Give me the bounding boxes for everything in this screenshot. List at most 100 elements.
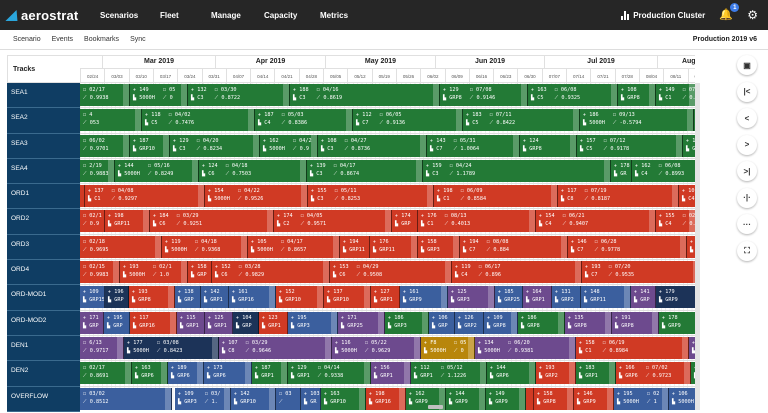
assignment-bar[interactable]: ☐ 2/19 ⟋ 0.9883	[80, 159, 115, 182]
assignment-bar[interactable]: ✈ 126 ▙ GRP2	[455, 311, 484, 334]
assignment-bar[interactable]: ✈ 155▙ C4☐ 02/10⟋ 0.2481	[656, 210, 695, 233]
assignment-bar[interactable]: ✈ 109 ▙ GRP15	[80, 286, 105, 309]
assignment-bar[interactable]: ✈ 149 ▙ 5000H ☐ 05 ⟋ 0	[130, 84, 188, 106]
gantt-timeline[interactable]: Mar 2019 Apr 2019 May 2019 Jun 2019 Jul 2019…	[80, 55, 695, 410]
assignment-bar[interactable]: ☐ 4 ⟋ 053	[80, 109, 142, 132]
assignment-bar[interactable]: ✈ 129 ▙ C3 ☐ 04/20 ⟋ 0.8234	[170, 134, 260, 157]
assignment-bar[interactable]: ✈ 129 ▙ GRP8 ☐ 07/08 ⟋ 0.9146	[440, 84, 528, 106]
assignment-bar[interactable]: ✈ 108 ▙ GRP8	[618, 84, 656, 106]
assignment-bar[interactable]: ✈ 144 ▙ GRP6	[487, 362, 536, 385]
track-label-sea3[interactable]: SEA3	[7, 133, 80, 159]
assignment-bar[interactable]: ✈ 112 ▙ GRP1 ☐ 05/12 ⟋ 1.1226	[411, 362, 487, 385]
assignment-bar[interactable]: ✈ 174 ▙ GRP	[392, 210, 418, 233]
assignment-bar[interactable]: ✈ 139▙ GRP7	[691, 362, 695, 385]
assignment-bar[interactable]: ✈ 15▙ G	[689, 336, 695, 359]
assignment-bar[interactable]: ✈ 132▙ GRP8	[694, 109, 695, 132]
assignment-bar[interactable]: ✈ 194 ▙ GRP11	[340, 235, 370, 258]
settings-button[interactable]: ⚙	[747, 8, 758, 22]
assignment-bar[interactable]: ✈ 195 ▙ GRP3	[288, 311, 338, 334]
assignment-bar[interactable]: ✈ 191 ▙ GRP8	[612, 311, 659, 334]
assignment-bar[interactable]: ✈ 163 ▙ C5 ☐ 06/08 ⟋ 0.9325	[528, 84, 618, 106]
assignment-bar[interactable]: ✈ 159▙ GRP	[683, 134, 695, 157]
assignment-bar[interactable]: ✈ 174 ▙ C2 ☐ 04/05 ⟋ 0.9571	[274, 210, 392, 233]
assignment-bar[interactable]: ✈ 185 ▙ GRP25	[495, 286, 523, 309]
assignment-bar[interactable]: ✈ 155 ▙ C3 ☐ 05/11 ⟋ 0.8253	[308, 185, 434, 208]
assignment-bar[interactable]: ✈ 154 ▙ 5000H ☐ 04/22 ⟋ 0.9526	[205, 185, 308, 208]
assignment-bar[interactable]: ✈ 187 ▙ C4 ☐ 05/03 ⟋ 0.8386	[255, 109, 353, 132]
assignment-bar[interactable]: ✈ 125 ▙ GRP3	[448, 286, 495, 309]
assignment-bar[interactable]: ✈ 161 ▙ GRP9	[400, 286, 448, 309]
assignment-bar[interactable]: ✈ 135 ▙ GRP8	[565, 311, 612, 334]
track-label-den1[interactable]: DEN1	[7, 335, 80, 362]
assignment-bar[interactable]: ✈ 101▙ C4☐ 09⟋ 0.	[679, 185, 695, 208]
assignment-bar[interactable]: ✈ 195 ▙ 5000H ☐ 02 ⟋ 1	[614, 387, 669, 410]
assignment-bar[interactable]: ✈ 166 ▙ GRP6 ☐ 07/02 ⟋ 0.9723	[616, 362, 691, 385]
assignment-bar[interactable]: ✈ 109 ▙ GRP8	[484, 311, 518, 334]
assignment-bar[interactable]: ✈ 109 ▙ GRP3 ☐ 03/⟋ 1.	[175, 387, 231, 410]
assignment-bar[interactable]: ✈ 154 ▙ C4 ☐ 06/21 ⟋ 0.9407	[536, 210, 656, 233]
assignment-bar[interactable]: ☐ 06/02 ⟋ 0.9701	[80, 134, 130, 157]
assignment-bar[interactable]: ✈ 132 ▙ C3 ☐ 03/30 ⟋ 0.8722	[188, 84, 290, 106]
assignment-bar[interactable]: ✈ 125 ▙ GRP1	[205, 311, 233, 334]
assignment-bar[interactable]: ✈ 143 ▙ C7 ☐ 05/31 ⟋ 1.0064	[427, 134, 520, 157]
assignment-bar[interactable]: ✈ 116 ▙ 5000H ☐ 05/22 ⟋ 0.9629	[332, 336, 421, 359]
assignment-bar[interactable]: ✈ 117 ▙ C8 ☐ 07/19 ⟋ 0.8187	[558, 185, 679, 208]
assignment-bar[interactable]: ✈ 103 ▙ GR	[301, 387, 321, 410]
assignment-bar[interactable]: ✈ 134 ▙ 5000H ☐ 06/20 ⟋ 0.9381	[475, 336, 576, 359]
assignment-bar[interactable]: ✈ 139 ▙ C3 ☐ 04/17 ⟋ 0.8674	[307, 159, 423, 182]
scenario-menu[interactable]: Scenario	[13, 36, 41, 43]
assignment-bar[interactable]: ✈ 157 ▙ C5 ☐ 07/12 ⟋ 0.9178	[577, 134, 683, 157]
assignment-bar[interactable]: ✈ 176 ▙ GRP11	[370, 235, 418, 258]
assignment-bar[interactable]: ✈ F8 ▙ 5000H ☐ 05 ⟋ 0	[421, 336, 475, 359]
track-label-den2[interactable]: DEN2	[7, 361, 80, 387]
assignment-bar[interactable]: ✈ 163 ▙ GRP6	[132, 362, 168, 385]
nav-fleet[interactable]: Fleet	[160, 11, 179, 20]
assignment-bar[interactable]: ✈ 179 ▙ GRP9	[656, 286, 695, 309]
nav-scenarios[interactable]: Scenarios	[100, 11, 139, 20]
assignment-bar[interactable]: ✈ 131 ▙ GRP2	[552, 286, 581, 309]
assignment-bar[interactable]: ☐ 02/15 ⟋ 0.9983	[80, 261, 120, 284]
nav-manage[interactable]: Manage	[211, 11, 241, 20]
assignment-bar[interactable]: ☐ 03 ⟋	[276, 387, 301, 410]
assignment-bar[interactable]: ✈ 164 ▙ GRP1	[523, 286, 552, 309]
track-label-ord4[interactable]: ORD4	[7, 260, 80, 286]
assignment-bar[interactable]: ✈ 158 ▙ GRP3	[418, 235, 460, 258]
track-label-ord2[interactable]: ORD2	[7, 209, 80, 235]
assignment-bar[interactable]: ✈ 117 ▙ GRP16	[130, 311, 177, 334]
assignment-bar[interactable]: ✈ 196 ▙ GRP	[105, 286, 129, 309]
assignment-bar[interactable]: ✈ 147▙ C1	[687, 235, 695, 258]
assignment-bar[interactable]: ✈ 176 ▙ C1 ☐ 08/13 ⟋ 0.4013	[418, 210, 536, 233]
assignment-bar[interactable]: ✈ 137 ▙ C1 ☐ 04/08 ⟋ 0.9297	[85, 185, 205, 208]
assignment-bar[interactable]: ✈ 163 ▙ GRP10	[321, 387, 366, 410]
assignment-bar[interactable]: ☐ 02/17 ⟋ 0.8691	[80, 362, 132, 385]
next-button[interactable]: >	[737, 134, 757, 155]
assignment-bar[interactable]: ✈ 188 ▙ C3 ☐ 04/16 ⟋ 0.8619	[290, 84, 440, 106]
track-label-ord1[interactable]: ORD1	[7, 184, 80, 210]
assignment-bar[interactable]: ✈ 162 ▙ C4 ☐ 06/08 ⟋ 0.8993	[632, 159, 695, 182]
assignment-bar[interactable]: ✈ 106 ▙ GRP	[429, 311, 455, 334]
assignment-bar[interactable]: ✈ 177 ▙ 5000H ☐ 03/08 ⟋ 0.8423	[124, 336, 219, 359]
logo[interactable]: aerostrat	[5, 8, 98, 23]
assignment-bar[interactable]: ✈ 171 ▙ GRP25	[338, 311, 385, 334]
assignment-bar[interactable]: ✈ 152 ▙ C6 ☐ 03/28 ⟋ 0.9829	[212, 261, 330, 284]
first-button[interactable]: |<	[737, 81, 757, 102]
assignment-bar[interactable]: ✈ 152 ▙ GRP10	[276, 286, 324, 309]
assignment-bar[interactable]: ✈ 158 ▙ C1 ☐ 06/19 ⟋ 0.8984	[576, 336, 689, 359]
track-label-ord3[interactable]: ORD3	[7, 234, 80, 261]
horizontal-scrollbar-thumb[interactable]	[428, 405, 443, 409]
assignment-bar[interactable]: ✈ 184 ▙ C6 ☐ 03/29 ⟋ 0.9251	[150, 210, 274, 233]
assignment-bar[interactable]: ✈ 146 ▙ GRP9	[574, 387, 614, 410]
assignment-bar[interactable]: ✈ 124 ▙ C6 ☐ 04/18 ⟋ 0.7503	[199, 159, 307, 182]
assignment-bar[interactable]: ✈ 193 ▙ 5000H ☐ 02/1 ⟋ 1.0	[120, 261, 188, 284]
sync-menu[interactable]: Sync	[130, 36, 146, 43]
assignment-bar[interactable]: ✈ 106▙ 5000H☐ 02⟋ 1	[669, 387, 695, 410]
assignment-bar[interactable]: ✈ 193 ▙ GRP2	[536, 362, 576, 385]
more-button[interactable]: ···	[737, 214, 757, 234]
assignment-bar[interactable]: ✈ 189 ▙ GRP6	[168, 362, 204, 385]
assignment-bar[interactable]: ✈ 186 ▙ GRP3	[385, 311, 429, 334]
assignment-bar[interactable]: ✈ 171 ▙ GRP	[80, 311, 104, 334]
bookmarks-menu[interactable]: Bookmarks	[84, 36, 120, 43]
calendar-button[interactable]: ▣	[737, 55, 757, 75]
assignment-bar[interactable]: ✈ 148 ▙ GRP11	[581, 286, 631, 309]
assignment-bar[interactable]: ✈ 127 ▙ GRP1	[371, 286, 400, 309]
